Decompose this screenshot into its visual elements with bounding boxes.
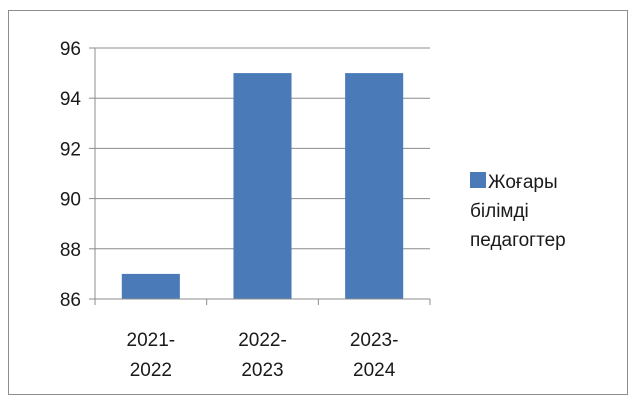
x-tick-label: 2023-2024	[350, 330, 399, 381]
x-tick-label: 2022-2023	[238, 330, 287, 381]
y-tick-label: 88	[60, 240, 81, 261]
y-tick-labels: 86 88 90 92 94 96	[60, 39, 82, 311]
y-tick-label: 86	[60, 290, 81, 311]
bars	[121, 73, 404, 299]
y-tick-label: 92	[60, 139, 81, 160]
legend-swatch	[470, 172, 486, 188]
y-tick-label: 96	[60, 39, 81, 60]
chart-frame	[8, 10, 628, 395]
y-tick-label: 90	[60, 190, 81, 211]
bar-0	[121, 273, 180, 299]
x-tick-label: 2021-2022	[127, 330, 176, 381]
legend-label: Жоғары білімді педагогтер	[470, 172, 566, 251]
axes	[89, 47, 431, 305]
bar-2	[345, 73, 404, 299]
y-tick-label: 94	[60, 89, 82, 110]
legend: Жоғары білімді педагогтер	[470, 168, 630, 255]
x-tick-labels: 2021-2022 2022-2023 2023-2024	[127, 330, 399, 381]
bar-1	[233, 73, 292, 299]
